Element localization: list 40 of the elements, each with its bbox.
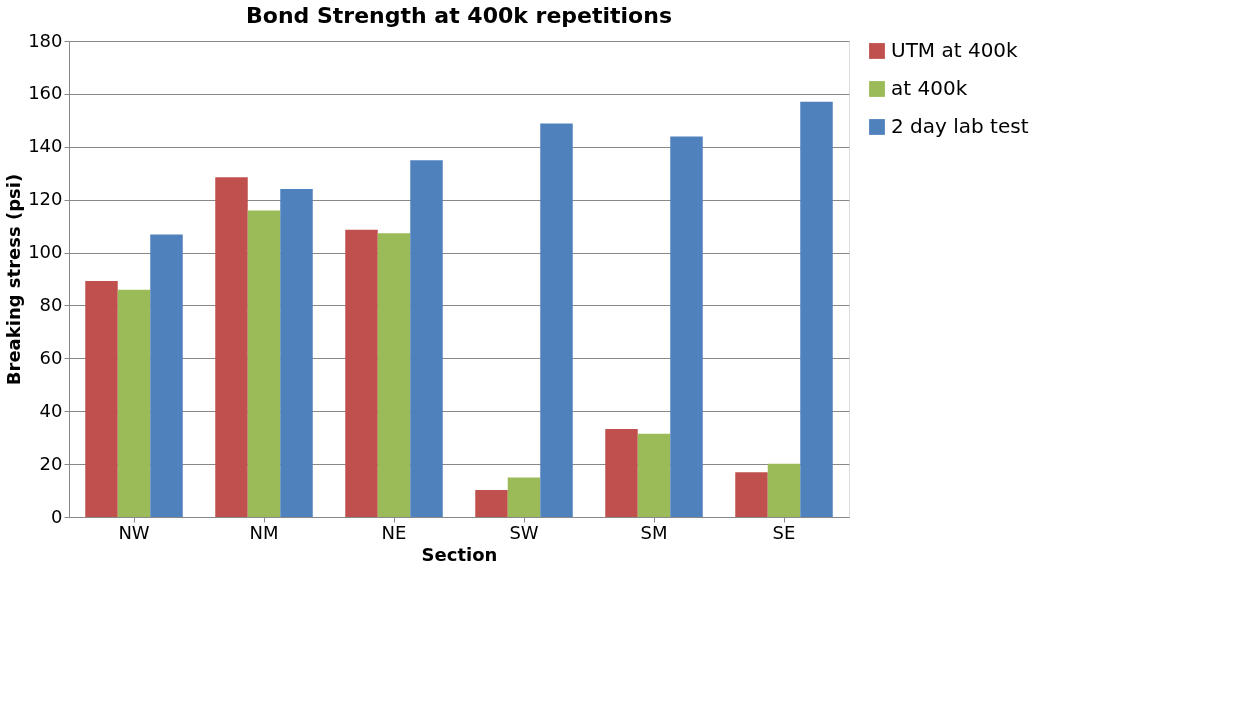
y-tick-label: 0 <box>51 505 63 527</box>
bar <box>117 289 151 517</box>
bar <box>507 477 541 517</box>
bar <box>377 233 411 517</box>
y-tick-label: 140 <box>28 135 63 157</box>
y-tick-label: 100 <box>28 241 63 263</box>
bar <box>150 234 183 517</box>
bar <box>540 123 573 517</box>
chart-title: Bond Strength at 400k repetitions <box>246 3 672 28</box>
legend-label: UTM at 400k <box>891 38 1019 62</box>
bar <box>345 229 378 517</box>
x-tick-label: NE <box>381 521 407 543</box>
bar <box>637 433 671 517</box>
y-tick-label: 120 <box>28 188 63 210</box>
x-tick-label: SE <box>772 521 796 543</box>
x-tick-label: NW <box>118 521 150 543</box>
y-axis-title: Breaking stress (psi) <box>3 173 25 386</box>
bar <box>800 101 833 517</box>
legend-label: 2 day lab test <box>891 114 1029 138</box>
legend-label: at 400k <box>891 76 968 100</box>
x-tick-label: SM <box>640 521 668 543</box>
x-tick-label: NM <box>249 521 279 543</box>
bar <box>767 463 801 517</box>
bar <box>215 177 248 517</box>
x-tick-label: SW <box>509 521 539 543</box>
y-tick-label: 60 <box>39 346 63 368</box>
bar <box>735 472 768 517</box>
bar <box>410 160 443 517</box>
y-tick-label: 40 <box>39 399 63 421</box>
bar <box>475 490 508 517</box>
y-tick-label: 180 <box>28 29 63 51</box>
x-axis-title: Section <box>421 543 498 565</box>
bar <box>280 189 313 517</box>
bar <box>247 210 281 517</box>
y-tick-label: 20 <box>39 452 63 474</box>
y-tick-label: 160 <box>28 82 63 104</box>
y-tick-label: 80 <box>39 293 63 315</box>
bar <box>605 428 638 517</box>
bar <box>670 136 703 517</box>
bar <box>85 281 118 517</box>
